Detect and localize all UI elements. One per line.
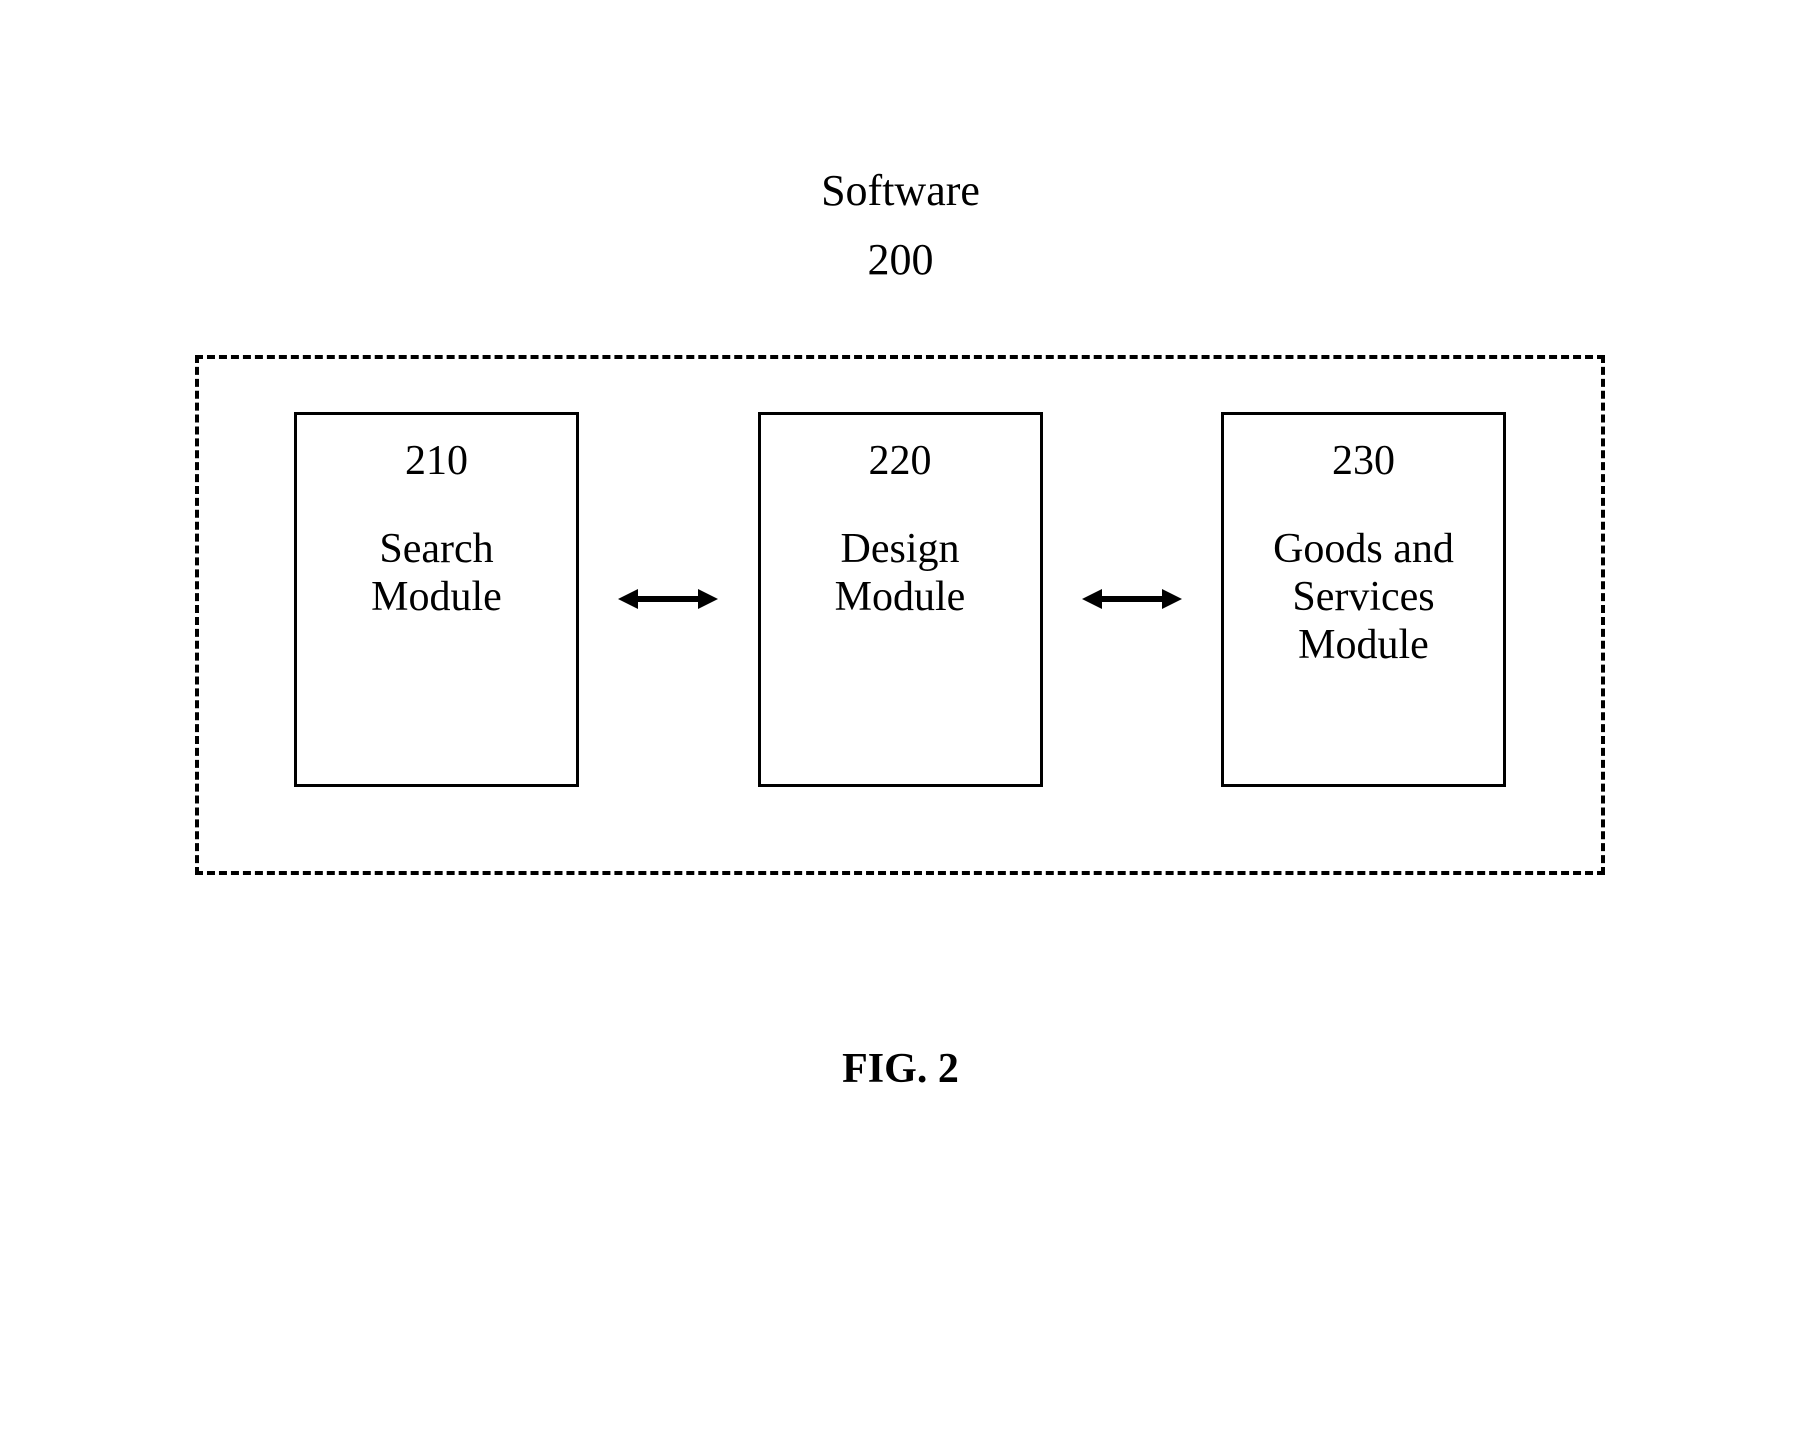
bidirectional-arrow-icon	[618, 579, 718, 619]
module-number: 220	[869, 437, 932, 485]
software-container: 210 SearchModule 220 DesignModule 230 Go…	[195, 355, 1605, 875]
figure-label: FIG. 2	[0, 1045, 1801, 1093]
header-number: 200	[0, 234, 1801, 285]
module-number: 230	[1332, 437, 1395, 485]
module-number: 210	[405, 437, 468, 485]
header-title: Software	[0, 165, 1801, 216]
module-search: 210 SearchModule	[294, 412, 579, 787]
diagram-header: Software 200	[0, 165, 1801, 285]
module-label: SearchModule	[371, 525, 502, 622]
module-goods-services: 230 Goods andServicesModule	[1221, 412, 1506, 787]
bidirectional-arrow-icon	[1082, 579, 1182, 619]
module-design: 220 DesignModule	[758, 412, 1043, 787]
module-label: Goods andServicesModule	[1273, 525, 1454, 670]
module-label: DesignModule	[835, 525, 966, 622]
